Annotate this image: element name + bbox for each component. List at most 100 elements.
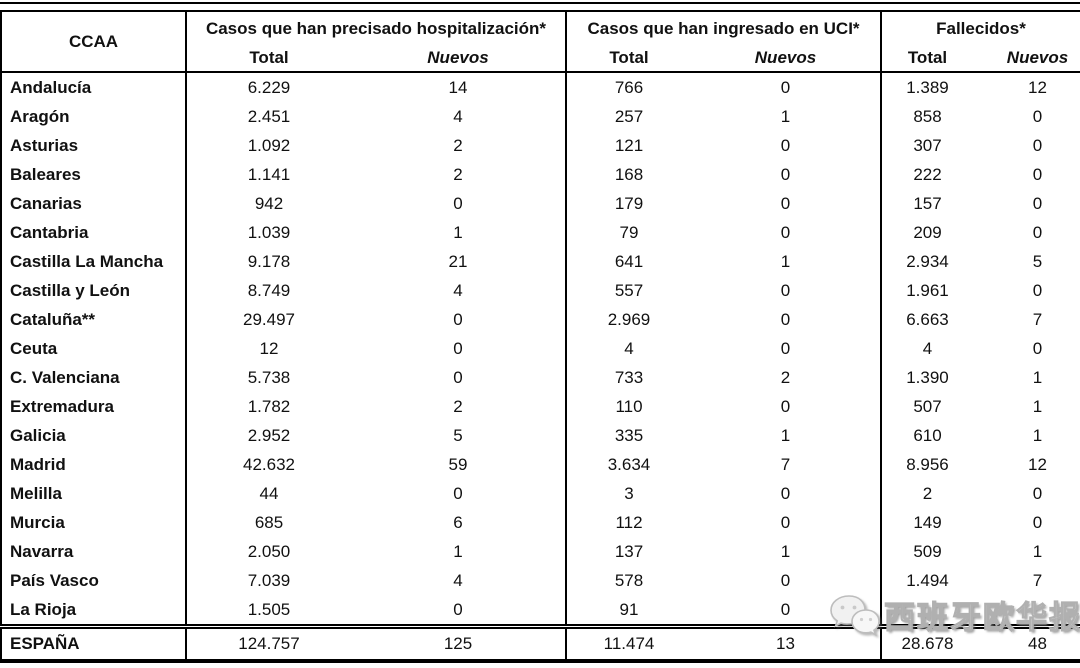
table-row: Cataluña** 29.497 0 2.969 0 6.663 7 (1, 305, 1080, 334)
hosp-total-cell: 9.178 (185, 247, 351, 276)
fall-total-cell: 1.494 (880, 566, 973, 595)
region-label: Asturias (10, 135, 79, 155)
hosp-nuevos-cell: 5 (453, 425, 463, 445)
fall-nuevos-cell: 0 (1032, 135, 1043, 155)
uci-total-cell: 335 (565, 421, 691, 450)
region-label: Galicia (10, 425, 66, 445)
region-label: La Rioja (10, 599, 77, 619)
uci-total-cell: 2.969 (565, 305, 691, 334)
table-row: C. Valenciana 5.738 0 733 2 1.390 1 (1, 363, 1080, 392)
subheader-hosp-nuevos: Nuevos (351, 45, 566, 73)
fall-nuevos-cell: 0 (1032, 338, 1043, 358)
subheader-hosp-total: Total (185, 45, 351, 73)
fall-total-cell: 4 (880, 334, 973, 363)
region-label: Baleares (10, 164, 81, 184)
table-row: Ceuta 12 0 4 0 4 0 (1, 334, 1080, 363)
hosp-nuevos-cell: 4 (453, 106, 463, 126)
region-label: Canarias (10, 193, 82, 213)
group-header-uci: Casos que han ingresado en UCI* (565, 11, 881, 45)
fall-nuevos-cell: 7 (1032, 309, 1043, 329)
uci-nuevos-cell: 1 (780, 251, 791, 271)
total-fall-total: 28.678 (880, 624, 973, 661)
fall-nuevos-cell: 0 (1032, 164, 1043, 184)
fall-nuevos-cell: 12 (1028, 454, 1047, 474)
table-row: Extremadura 1.782 2 110 0 507 1 (1, 392, 1080, 421)
group-header-fallecidos: Fallecidos* (879, 11, 1080, 45)
uci-total-cell: 4 (565, 334, 691, 363)
uci-total-cell: 578 (565, 566, 691, 595)
hosp-total-cell: 42.632 (185, 450, 351, 479)
uci-total-cell: 137 (565, 537, 691, 566)
hosp-total-cell: 12 (185, 334, 351, 363)
fall-total-cell: 1.389 (880, 72, 973, 102)
region-label: Castilla y León (10, 280, 130, 300)
hosp-nuevos-cell: 2 (453, 396, 463, 416)
uci-nuevos-cell: 0 (780, 193, 791, 213)
uci-total-cell: 557 (565, 276, 691, 305)
uci-nuevos-cell: 0 (780, 309, 791, 329)
fall-total-cell: 858 (880, 102, 973, 131)
uci-total-cell: 3.634 (565, 450, 691, 479)
fall-total-cell: 149 (880, 508, 973, 537)
fall-total-cell: 307 (880, 131, 973, 160)
region-label: Navarra (10, 541, 74, 561)
hosp-total-cell: 44 (185, 479, 351, 508)
fall-total-cell: 222 (880, 160, 973, 189)
uci-total-cell: 168 (565, 160, 691, 189)
table-row: País Vasco 7.039 4 578 0 1.494 7 (1, 566, 1080, 595)
fall-total-cell: 2 (880, 479, 973, 508)
hosp-nuevos-cell: 0 (453, 367, 463, 387)
total-fall-nuevos: 48 (973, 624, 1080, 661)
region-label: Extremadura (10, 396, 114, 416)
hosp-nuevos-cell: 1 (453, 222, 463, 242)
region-label: Madrid (10, 454, 66, 474)
uci-nuevos-cell: 0 (780, 338, 791, 358)
fall-total-cell: 507 (880, 392, 973, 421)
hosp-nuevos-cell: 14 (448, 77, 468, 97)
hosp-nuevos-cell: 0 (453, 338, 463, 358)
fall-nuevos-cell: 1 (1032, 367, 1043, 387)
table-row: Madrid 42.632 59 3.634 7 8.956 12 (1, 450, 1080, 479)
hosp-total-cell: 942 (185, 189, 351, 218)
hosp-total-cell: 2.952 (185, 421, 351, 450)
uci-total-cell: 733 (565, 363, 691, 392)
table-row: Asturias 1.092 2 121 0 307 0 (1, 131, 1080, 160)
table-row: Baleares 1.141 2 168 0 222 0 (1, 160, 1080, 189)
table-row: Castilla La Mancha 9.178 21 641 1 2.934 … (1, 247, 1080, 276)
fall-total-cell: 2.934 (880, 247, 973, 276)
uci-total-cell: 110 (565, 392, 691, 421)
hosp-nuevos-cell: 21 (448, 251, 468, 271)
uci-nuevos-cell: 7 (780, 454, 791, 474)
table-row: Andalucía 6.229 14 766 0 1.389 12 (1, 72, 1080, 102)
uci-total-cell: 79 (565, 218, 691, 247)
hosp-nuevos-cell: 4 (453, 570, 463, 590)
fall-nuevos-cell: 0 (1032, 280, 1043, 300)
uci-total-cell: 121 (565, 131, 691, 160)
region-label: País Vasco (10, 570, 99, 590)
fall-nuevos-cell: 1 (1032, 425, 1043, 445)
fall-nuevos-cell: 1 (1032, 396, 1043, 416)
fall-nuevos-cell: 0 (1032, 222, 1043, 242)
fall-total-cell (880, 595, 973, 627)
total-uci-total: 11.474 (565, 624, 691, 661)
hosp-total-cell: 29.497 (185, 305, 351, 334)
hosp-nuevos-cell: 6 (453, 512, 463, 532)
uci-total-cell: 257 (565, 102, 691, 131)
hosp-total-cell: 1.782 (185, 392, 351, 421)
region-label: Melilla (10, 483, 62, 503)
table-body: Andalucía 6.229 14 766 0 1.389 12 Aragón… (1, 72, 1080, 627)
fall-nuevos-cell: 0 (1032, 193, 1043, 213)
fall-total-cell: 509 (880, 537, 973, 566)
region-label: Cantabria (10, 222, 89, 242)
region-label: Murcia (10, 512, 65, 532)
subheader-fall-total: Total (880, 45, 973, 73)
hosp-total-cell: 2.451 (185, 102, 351, 131)
table-row: Castilla y León 8.749 4 557 0 1.961 0 (1, 276, 1080, 305)
subheader-fall-nuevos: Nuevos (973, 45, 1080, 73)
fall-nuevos-cell: 1 (1032, 541, 1043, 561)
fall-total-cell: 157 (880, 189, 973, 218)
top-rule (0, 2, 1080, 4)
hosp-nuevos-cell: 1 (453, 541, 463, 561)
total-hosp-total: 124.757 (185, 624, 351, 661)
region-label: Ceuta (10, 338, 58, 358)
